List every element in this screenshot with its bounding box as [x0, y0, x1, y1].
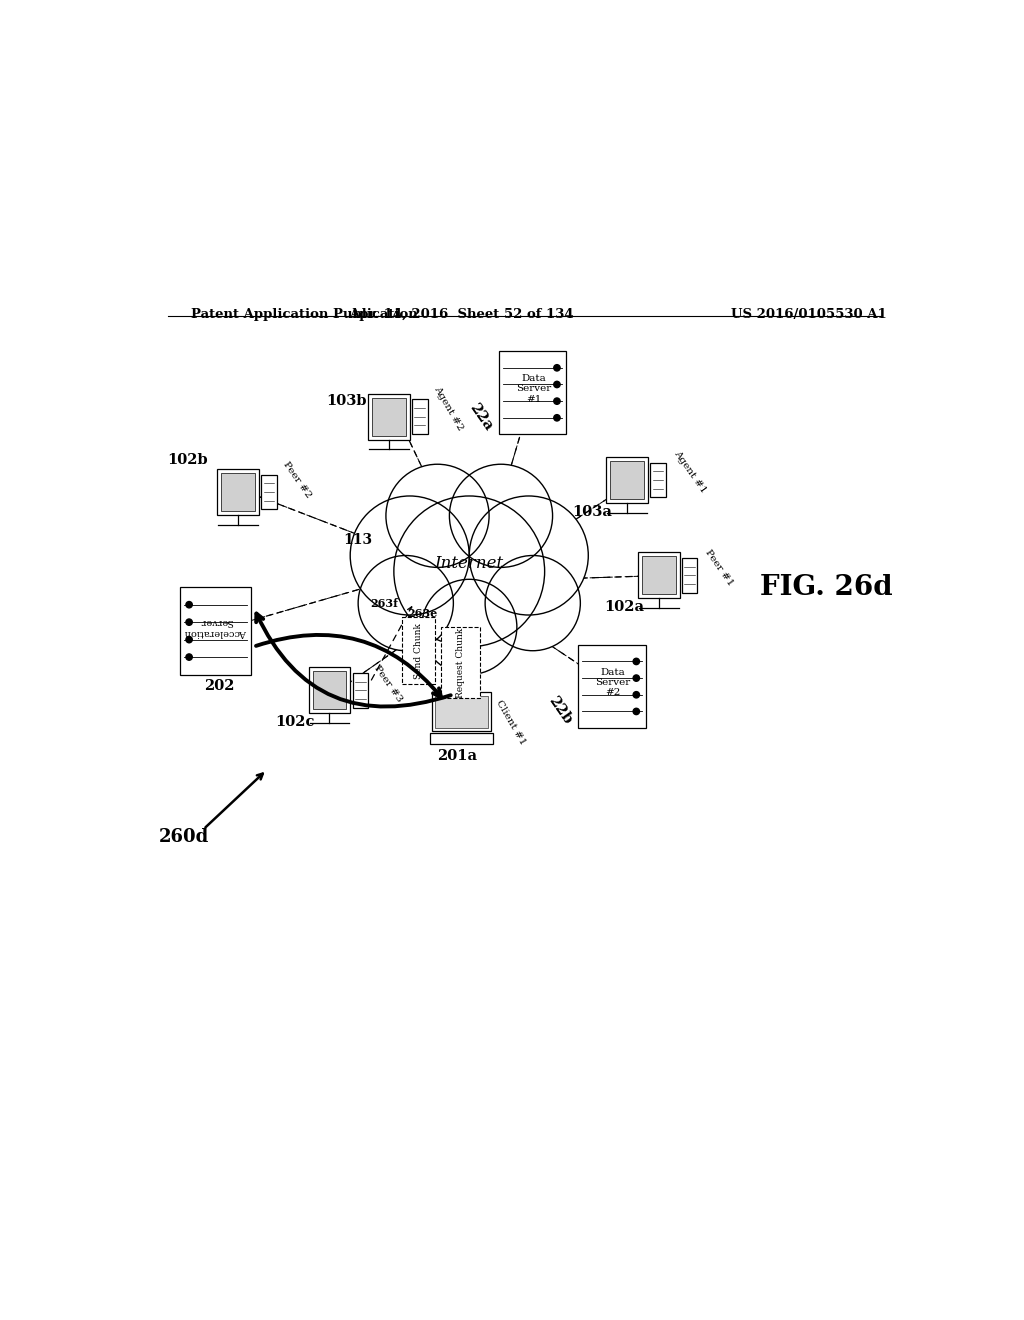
Circle shape: [485, 556, 581, 651]
Circle shape: [386, 465, 489, 568]
FancyBboxPatch shape: [368, 393, 410, 440]
Text: Peer #1: Peer #1: [703, 548, 735, 587]
Circle shape: [186, 636, 193, 643]
Circle shape: [633, 675, 639, 681]
Text: 103a: 103a: [572, 504, 612, 519]
FancyBboxPatch shape: [412, 400, 428, 434]
Text: 263e: 263e: [408, 609, 437, 619]
Text: 22a: 22a: [467, 400, 496, 433]
Circle shape: [422, 579, 517, 675]
Text: Patent Application Publication: Patent Application Publication: [191, 308, 418, 321]
Text: Request Chunk: Request Chunk: [456, 627, 465, 698]
Text: Agent #2: Agent #2: [432, 385, 465, 433]
FancyBboxPatch shape: [606, 457, 648, 503]
FancyBboxPatch shape: [312, 672, 346, 709]
FancyBboxPatch shape: [430, 733, 493, 744]
Text: 260d: 260d: [159, 828, 209, 846]
Text: Peer #2: Peer #2: [282, 461, 312, 500]
Circle shape: [186, 619, 193, 626]
Text: Agent #1: Agent #1: [672, 449, 708, 495]
Text: Client #1: Client #1: [495, 698, 527, 746]
FancyBboxPatch shape: [435, 696, 487, 727]
Circle shape: [186, 602, 193, 609]
Circle shape: [554, 414, 560, 421]
FancyBboxPatch shape: [650, 463, 666, 498]
Text: 102b: 102b: [167, 453, 208, 467]
Text: Peer #3: Peer #3: [373, 664, 404, 704]
Circle shape: [554, 364, 560, 371]
Text: Send Chunk: Send Chunk: [414, 623, 423, 678]
FancyBboxPatch shape: [642, 556, 676, 594]
Circle shape: [350, 496, 469, 615]
Circle shape: [633, 659, 639, 664]
Text: 22b: 22b: [546, 694, 575, 727]
FancyBboxPatch shape: [431, 693, 492, 731]
FancyBboxPatch shape: [682, 558, 697, 593]
Text: 102c: 102c: [275, 715, 314, 729]
Text: Data
Server
#1: Data Server #1: [516, 374, 551, 404]
Text: 202: 202: [204, 680, 234, 693]
Text: FIG. 26d: FIG. 26d: [760, 574, 893, 601]
FancyBboxPatch shape: [217, 469, 259, 515]
FancyBboxPatch shape: [221, 473, 255, 511]
FancyBboxPatch shape: [499, 351, 566, 434]
Text: 263f: 263f: [370, 598, 397, 609]
FancyArrowPatch shape: [256, 635, 441, 697]
FancyBboxPatch shape: [308, 668, 350, 713]
FancyBboxPatch shape: [579, 644, 646, 729]
Circle shape: [450, 465, 553, 568]
Circle shape: [469, 496, 588, 615]
FancyBboxPatch shape: [179, 587, 251, 675]
Circle shape: [554, 381, 560, 388]
FancyArrowPatch shape: [256, 614, 451, 706]
FancyBboxPatch shape: [372, 397, 406, 436]
FancyBboxPatch shape: [638, 552, 680, 598]
Circle shape: [633, 692, 639, 698]
Circle shape: [394, 496, 545, 647]
Text: Apr. 14, 2016  Sheet 52 of 134: Apr. 14, 2016 Sheet 52 of 134: [349, 308, 573, 321]
FancyBboxPatch shape: [261, 475, 276, 510]
Text: 201a: 201a: [437, 750, 477, 763]
Text: Data
Server
#2: Data Server #2: [595, 668, 631, 697]
FancyBboxPatch shape: [610, 461, 644, 499]
Circle shape: [186, 653, 193, 660]
Text: US 2016/0105530 A1: US 2016/0105530 A1: [731, 308, 887, 321]
Circle shape: [633, 709, 639, 714]
FancyBboxPatch shape: [401, 616, 435, 685]
Text: 113: 113: [344, 533, 373, 546]
Circle shape: [554, 397, 560, 404]
Circle shape: [358, 556, 454, 651]
FancyBboxPatch shape: [352, 673, 368, 708]
FancyBboxPatch shape: [441, 627, 479, 698]
Text: Acceleration
Server: Acceleration Server: [185, 618, 247, 636]
Text: Internet: Internet: [434, 554, 504, 572]
Text: 103b: 103b: [326, 393, 367, 408]
Text: 102a: 102a: [604, 601, 644, 614]
